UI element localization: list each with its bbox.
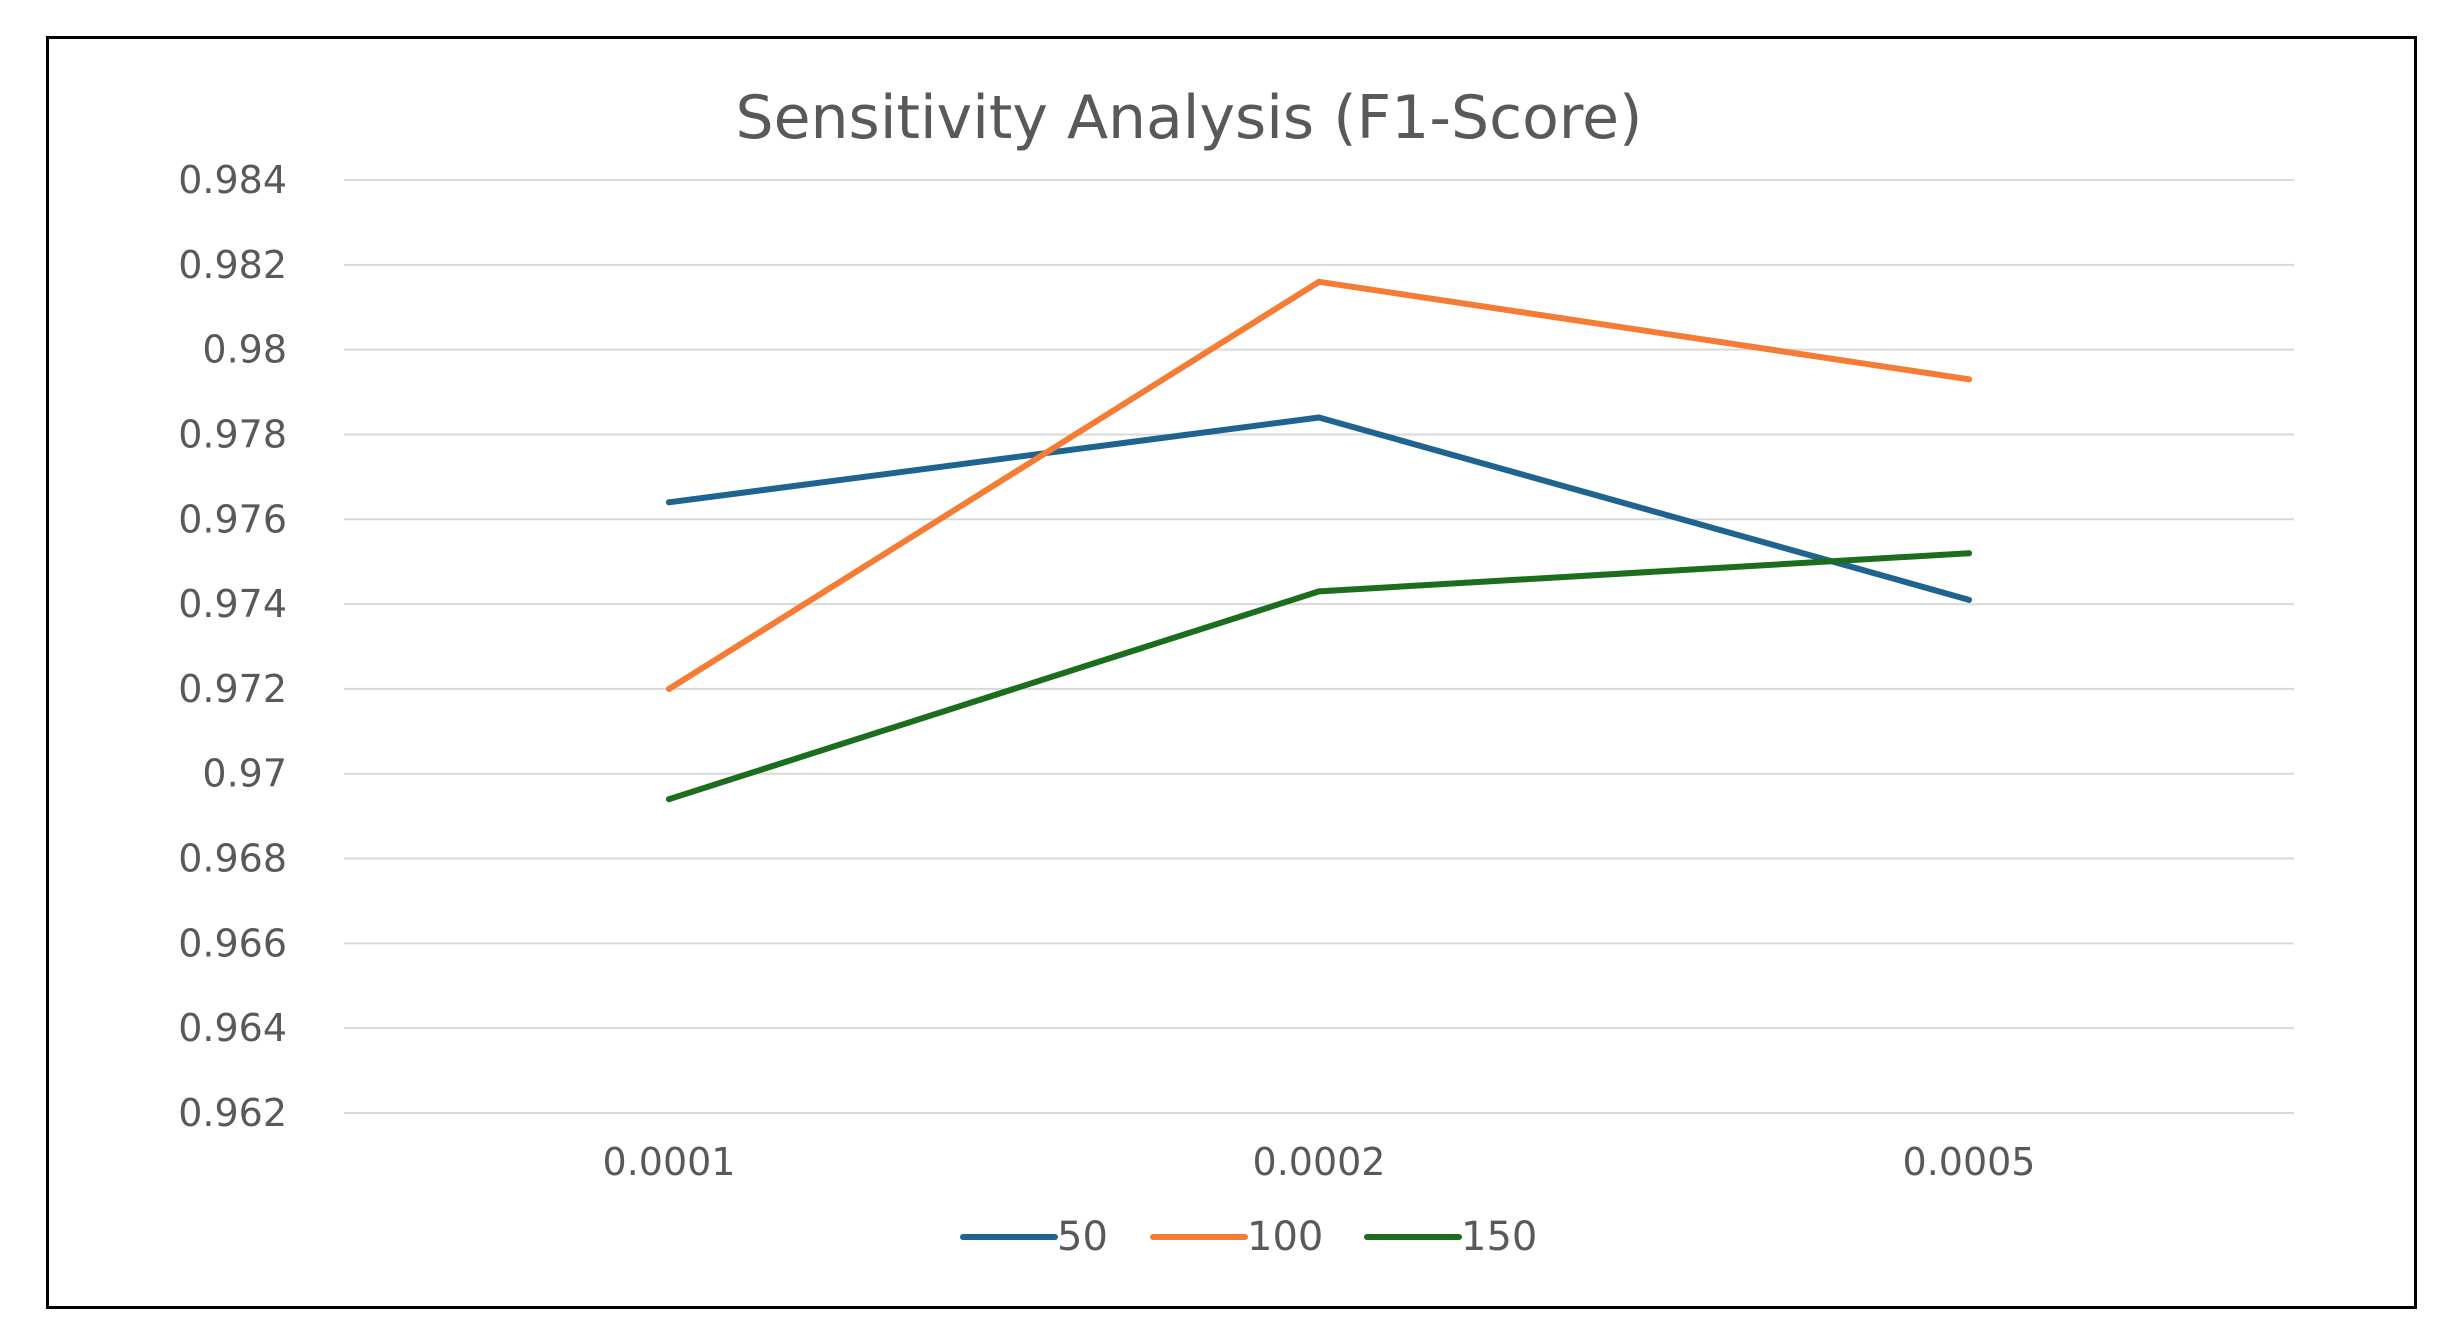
legend-item-50: 50 xyxy=(960,1214,1108,1260)
x-tick-label: 0.0001 xyxy=(603,1140,736,1184)
y-axis-tick-labels: 0.962 0.964 0.966 0.968 0.97 0.972 0.974 0.976 0… xyxy=(178,158,287,1135)
series-lines xyxy=(666,278,1972,803)
line-chart: Sensitivity Analysis (F1-Score) 0.9620.9… xyxy=(178,83,2294,1260)
y-tick-label: 0.97 xyxy=(202,752,287,796)
y-tick-label: 0.974 xyxy=(178,582,287,626)
data-point xyxy=(1966,550,1972,557)
y-tick-label: 0.98 xyxy=(202,328,287,372)
y-tick-label: 0.976 xyxy=(178,497,287,541)
series-50 xyxy=(666,414,1972,603)
data-point xyxy=(1316,588,1322,595)
data-point xyxy=(1966,596,1972,603)
series-150 xyxy=(666,550,1972,803)
legend: 50 100 150 xyxy=(960,1214,1537,1260)
y-tick-label: 0.962 xyxy=(178,1091,287,1135)
data-point xyxy=(666,796,672,803)
y-tick-label: 0.984 xyxy=(178,158,287,202)
data-point xyxy=(666,685,672,692)
legend-label: 150 xyxy=(1461,1214,1537,1260)
chart-title: Sensitivity Analysis (F1-Score) xyxy=(736,83,1643,153)
data-point xyxy=(1316,414,1322,421)
data-point xyxy=(1316,278,1322,285)
y-tick-label: 0.978 xyxy=(178,412,287,456)
x-tick-label: 0.0005 xyxy=(1903,1140,2036,1184)
legend-label: 100 xyxy=(1247,1214,1323,1260)
y-tick-label: 0.964 xyxy=(178,1006,287,1050)
data-point xyxy=(666,499,672,506)
series-100 xyxy=(666,278,1972,692)
y-tick-label: 0.982 xyxy=(178,243,287,287)
data-point xyxy=(1966,376,1972,383)
x-tick-label: 0.0002 xyxy=(1253,1140,1386,1184)
grid-lines xyxy=(344,179,2294,1114)
series-line-100 xyxy=(666,278,1972,692)
legend-label: 50 xyxy=(1057,1214,1108,1260)
chart-frame: Sensitivity Analysis (F1-Score) 0.962 0.9… xyxy=(46,36,2417,1309)
x-axis-tick-labels: 0.0001 0.0002 0.0005 xyxy=(603,1140,2036,1184)
y-tick-label: 0.968 xyxy=(178,837,287,881)
legend-item-100: 100 xyxy=(1150,1214,1323,1260)
series-line-50 xyxy=(666,414,1972,603)
legend-item-150: 150 xyxy=(1364,1214,1537,1260)
y-tick-label: 0.972 xyxy=(178,667,287,711)
y-tick-label: 0.966 xyxy=(178,921,287,965)
